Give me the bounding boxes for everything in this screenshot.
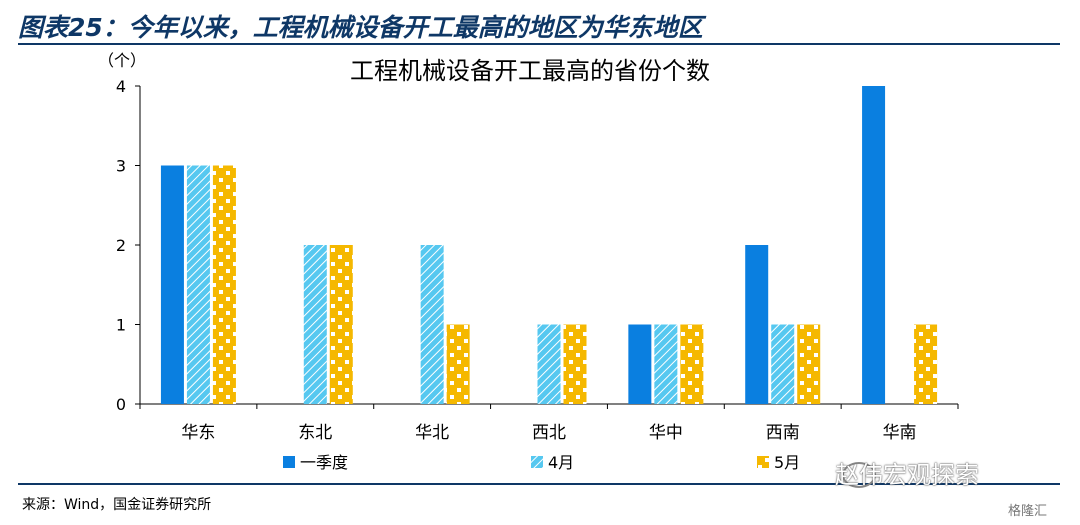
watermark-text: 赵伟宏观探索 xyxy=(835,461,979,489)
legend-label-series-apr: 4月 xyxy=(548,453,574,472)
x-tick-label: 华南 xyxy=(883,423,917,443)
bar-series-apr-6 xyxy=(771,324,795,404)
bar-series-may-1 xyxy=(212,165,236,404)
bar-series-apr-4 xyxy=(537,324,561,404)
bar-series-may-2 xyxy=(329,245,353,404)
source-rule xyxy=(18,483,1060,485)
y-tick-label: 1 xyxy=(116,316,126,335)
bar-series-q1-6 xyxy=(745,245,769,404)
y-tick-label: 0 xyxy=(116,395,126,414)
bar-series-apr-3 xyxy=(420,245,444,404)
bar-series-q1-1 xyxy=(160,165,184,404)
title-rule xyxy=(18,43,1060,45)
x-tick-label: 东北 xyxy=(298,423,332,443)
bar-series-apr-5 xyxy=(654,324,678,404)
x-tick-label: 华中 xyxy=(649,423,683,443)
legend-swatch-series-q1 xyxy=(283,456,295,468)
x-tick-label: 华东 xyxy=(181,423,215,443)
legend-label-series-may: 5月 xyxy=(774,453,800,472)
x-tick-label: 西南 xyxy=(766,423,800,443)
x-tick-label: 西北 xyxy=(532,423,566,443)
bar-series-apr-1 xyxy=(186,165,210,404)
y-tick-label: 2 xyxy=(116,236,126,255)
badge-logo: 格隆汇 xyxy=(1008,504,1048,519)
bar-series-may-6 xyxy=(797,324,821,404)
legend-label-series-q1: 一季度 xyxy=(300,453,348,472)
bar-series-may-5 xyxy=(680,324,704,404)
bar-series-apr-2 xyxy=(303,245,327,404)
bar-series-q1-5 xyxy=(628,324,652,404)
bar-series-may-3 xyxy=(446,324,470,404)
figure-title: 图表25：今年以来，工程机械设备开工最高的地区为华东地区 xyxy=(18,13,703,42)
bar-series-may-7 xyxy=(914,324,938,404)
x-tick-label: 华北 xyxy=(415,423,449,443)
source-note: 来源：Wind，国金证券研究所 xyxy=(22,497,212,513)
wechat-icon xyxy=(842,462,876,488)
y-axis-unit: （个） xyxy=(98,51,146,70)
y-tick-label: 3 xyxy=(116,157,126,176)
y-tick-label: 4 xyxy=(116,77,126,96)
legend-swatch-series-may xyxy=(757,456,769,468)
legend-swatch-series-apr xyxy=(531,456,543,468)
chart-title: 工程机械设备开工最高的省份个数 xyxy=(350,57,710,85)
bar-series-q1-7 xyxy=(862,86,886,404)
bar-series-may-4 xyxy=(563,324,587,404)
